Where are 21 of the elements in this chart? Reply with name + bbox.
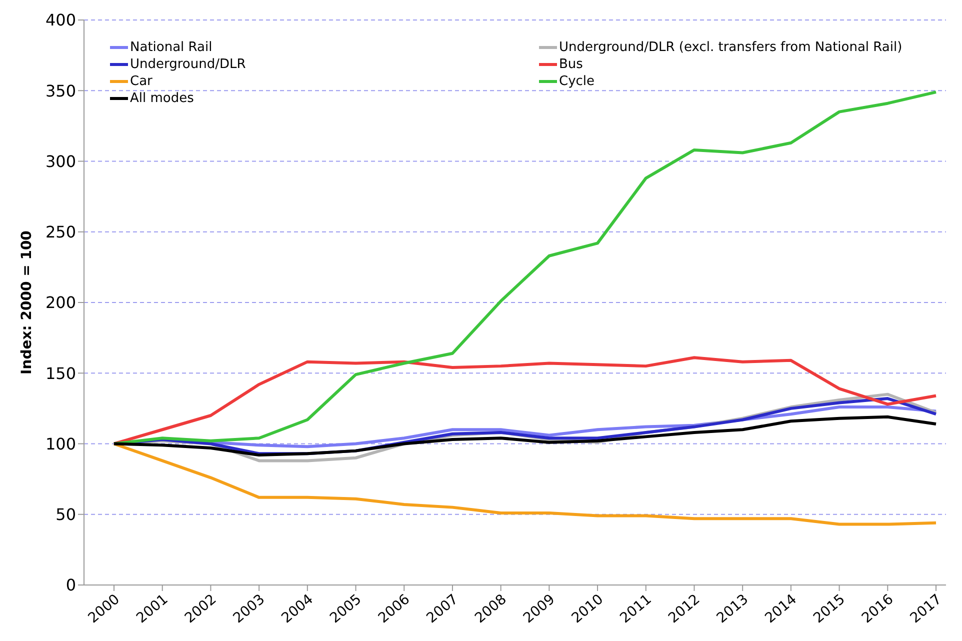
line-series xyxy=(112,442,938,526)
legend-label: Cycle xyxy=(559,74,595,89)
legend-label: All modes xyxy=(130,91,194,106)
y-tick-label: 350 xyxy=(45,81,76,100)
line-series xyxy=(112,415,938,457)
line-series xyxy=(112,90,938,446)
line-series xyxy=(112,356,938,446)
y-tick-label: 250 xyxy=(45,222,76,242)
legend-label: Underground/DLR (excl. transfers from National Rail) xyxy=(559,40,902,55)
y-tick-label: 200 xyxy=(45,293,76,312)
y-tick-label: 50 xyxy=(56,505,76,524)
y-tick-label: 400 xyxy=(45,10,76,30)
legend-label: Underground/DLR xyxy=(130,57,246,72)
legend-label: Car xyxy=(130,74,152,89)
y-tick-label: 150 xyxy=(45,364,76,383)
legend-label: National Rail xyxy=(130,40,212,55)
y-tick-label: 300 xyxy=(45,152,76,171)
y-tick-label: 0 xyxy=(66,576,76,595)
y-tick-label: 100 xyxy=(45,434,76,454)
y-axis-title: Index: 2000 = 100 xyxy=(18,230,35,374)
legend-label: Bus xyxy=(559,57,583,72)
